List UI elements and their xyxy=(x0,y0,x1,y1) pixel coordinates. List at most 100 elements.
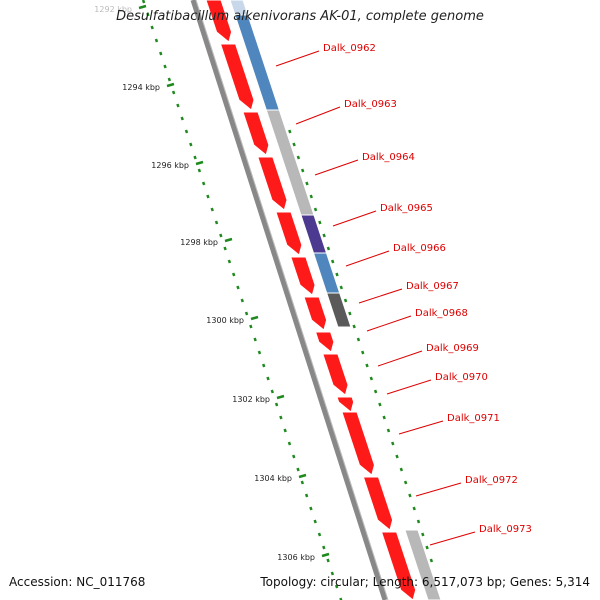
feature-segment xyxy=(312,252,341,294)
ruler-tick-mark xyxy=(250,315,259,321)
gene-label: Dalk_0973 xyxy=(479,524,532,535)
ruler-dot xyxy=(365,363,369,368)
ruler-dot xyxy=(163,64,167,69)
ruler-tick-label: 1304 kbp xyxy=(254,474,292,483)
ruler-dot xyxy=(141,0,146,4)
cds-arrow xyxy=(314,331,335,353)
ruler-dot xyxy=(180,116,184,121)
ruler-dot xyxy=(300,480,305,485)
ruler-dot xyxy=(331,259,335,264)
ruler-dot xyxy=(326,558,330,563)
genome-summary: Topology: circular; Length: 6,517,073 bp… xyxy=(260,575,590,589)
ruler-dot xyxy=(412,506,416,511)
ruler-dot xyxy=(193,155,197,160)
ruler-dot xyxy=(240,298,244,303)
gene-label: Dalk_0967 xyxy=(406,281,459,292)
ruler-tick-label: 1294 kbp xyxy=(122,83,160,92)
cds-arrow xyxy=(303,296,328,331)
ruler-tick-mark xyxy=(224,237,233,243)
cds-arrow xyxy=(219,43,255,111)
cds-arrow xyxy=(336,396,355,413)
ruler-dot xyxy=(313,519,317,524)
ruler-tick-label: 1306 kbp xyxy=(277,553,315,562)
cds-arrow xyxy=(242,111,270,156)
gene-leader-line xyxy=(345,250,390,267)
ruler-dot xyxy=(395,454,399,459)
ruler-dot xyxy=(339,285,343,290)
ruler-dot xyxy=(227,259,232,264)
ruler-dot xyxy=(167,77,172,82)
cds-arrow xyxy=(341,411,375,476)
ruler-dot xyxy=(416,519,421,524)
gene-leader-line xyxy=(386,379,432,395)
ruler-dot xyxy=(283,428,287,433)
ruler-dot xyxy=(361,350,365,355)
ruler-ticks: 1292 kbp 1294 kbp 1296 kbp 1298 kbp 1300 kbp… xyxy=(94,0,434,600)
ruler-dot xyxy=(223,246,227,251)
gene-label: Dalk_0971 xyxy=(447,413,500,424)
ruler-dot xyxy=(425,545,429,550)
ruler-dot xyxy=(146,12,150,17)
ruler-tick-label: 1298 kbp xyxy=(180,238,218,247)
ruler-dot xyxy=(274,402,279,407)
feature-segment xyxy=(404,529,442,600)
ruler-dot xyxy=(176,103,180,108)
cds-arrow xyxy=(322,353,349,396)
ruler-dot xyxy=(249,324,253,329)
ruler-dot xyxy=(232,272,236,277)
ruler-tick-mark xyxy=(321,552,330,558)
feature-segment xyxy=(300,214,328,254)
ruler-tick-label: 1300 kbp xyxy=(206,316,244,325)
ruler-dot xyxy=(189,142,193,147)
ruler-dot xyxy=(403,480,408,485)
ruler-dot xyxy=(150,25,154,30)
gene-leader-line xyxy=(398,420,444,435)
ruler-dot xyxy=(318,220,322,225)
ruler-dot xyxy=(300,168,305,173)
ruler-tick-mark xyxy=(298,473,307,479)
cds-arrow xyxy=(257,156,288,211)
ruler-dot xyxy=(257,350,262,355)
cds-arrow xyxy=(275,211,303,256)
ruler-dot xyxy=(399,467,404,472)
ruler-dot xyxy=(206,194,210,199)
cds-arrow xyxy=(362,476,394,531)
ruler-dot xyxy=(386,428,391,433)
gene-leader-line xyxy=(332,210,377,227)
gene-leader-line xyxy=(275,50,320,67)
ruler-dot xyxy=(326,246,331,251)
gene-label: Dalk_0968 xyxy=(415,308,468,319)
ruler-dot xyxy=(352,324,356,329)
ruler-dot xyxy=(266,376,270,381)
ruler-dot xyxy=(201,181,206,186)
ruler-dot xyxy=(279,415,283,420)
ruler-dot xyxy=(184,129,189,134)
ruler-dot xyxy=(154,38,159,43)
ruler-dot xyxy=(408,493,412,498)
gene-leader-line xyxy=(358,288,403,304)
ruler-dot xyxy=(378,402,382,407)
ruler-dot xyxy=(322,233,326,238)
ruler-dot xyxy=(391,441,395,446)
cds-arrow xyxy=(290,256,316,296)
ruler-dot xyxy=(348,311,352,316)
ruler-tick-label: 1302 kbp xyxy=(232,395,270,404)
ruler-dot xyxy=(296,155,301,160)
ruler-dot xyxy=(197,168,202,173)
gene-label: Dalk_0970 xyxy=(435,372,488,383)
ruler-dot xyxy=(382,415,386,420)
gene-leader-line xyxy=(429,531,476,546)
ruler-dot xyxy=(253,337,257,342)
gene-leader-line xyxy=(366,315,412,332)
ruler-tick-label: 1292 kbp xyxy=(94,5,132,14)
ruler-dot xyxy=(334,584,339,589)
ruler-dot xyxy=(292,142,296,147)
gene-label: Dalk_0965 xyxy=(380,203,433,214)
ruler-dot xyxy=(322,545,326,550)
ruler-dot xyxy=(335,272,339,277)
ruler-dot xyxy=(330,571,335,576)
ruler-dot xyxy=(262,363,266,368)
ruler-dot xyxy=(304,493,309,498)
genome-title: Desulfatibacillum alkenivorans AK-01, co… xyxy=(116,9,484,24)
